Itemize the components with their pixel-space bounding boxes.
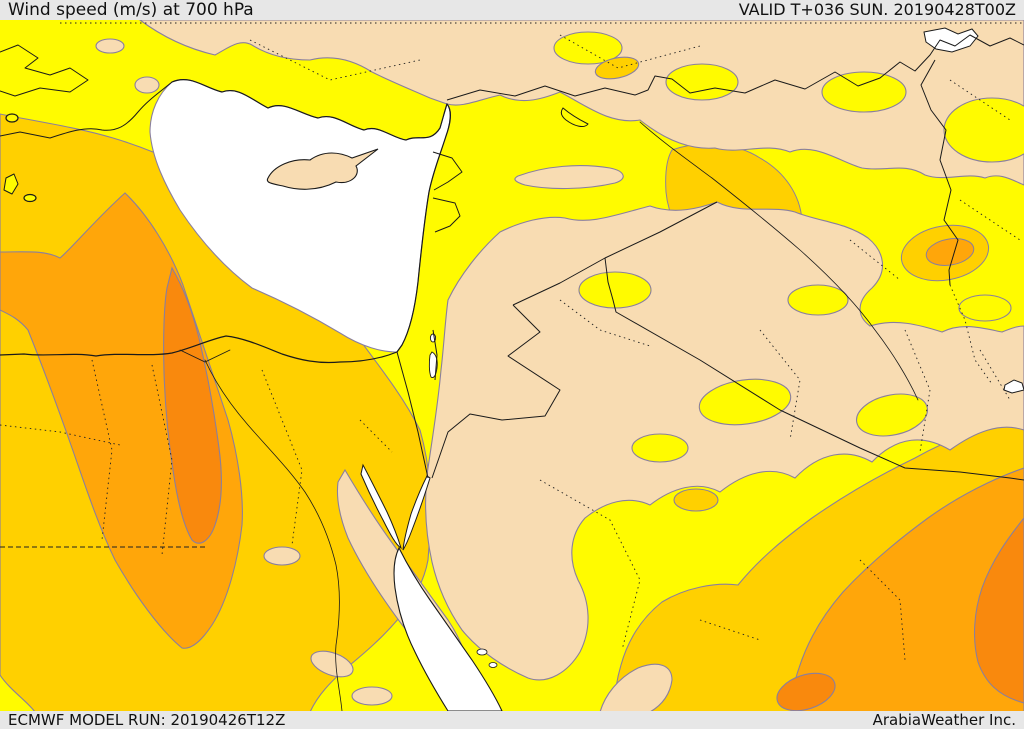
- dark-orange-core-left: [163, 266, 222, 544]
- admin-jordan-1: [359, 299, 651, 453]
- border-jordan-iraq-saudi: [604, 257, 1024, 481]
- footer-band: ECMWF MODEL RUN: 20190426T12Z ArabiaWeat…: [0, 711, 1024, 729]
- admin-iran-1: [949, 79, 1021, 241]
- aegean-island-3: [23, 193, 37, 203]
- border-turkey-syria-iraq: [446, 34, 1024, 101]
- lake-van-white: [923, 27, 979, 53]
- admin-boundaries-dotted: [0, 22, 1024, 661]
- gulf-of-aqaba-white: [402, 475, 431, 551]
- coastlines: [0, 44, 589, 364]
- admin-bottom-right: [699, 559, 906, 661]
- aegean-coast: [0, 44, 89, 97]
- wheat-band-turkey: [138, 19, 1024, 186]
- egypt-north-coast: [0, 335, 398, 364]
- yellow-hole-central-2: [698, 378, 792, 426]
- admin-egypt-1: [91, 359, 113, 541]
- border-israel-syria-jordan: [432, 197, 461, 381]
- border-egypt-israel: [396, 351, 429, 479]
- wheat-patch-coast-1: [263, 546, 301, 566]
- dark-orange-band-right-edge: [974, 517, 1024, 704]
- wheat-patch-coast-3: [351, 686, 393, 706]
- yellow-hole-turkey-4: [943, 97, 1024, 163]
- red-sea-island-2: [488, 662, 498, 668]
- nile-river: [179, 349, 343, 712]
- yellow-hole-central-6: [958, 294, 1012, 322]
- valid-time-label: VALID T+036 SUN. 20190428T00Z: [738, 0, 1016, 19]
- left-high-wind-system: [0, 113, 431, 713]
- lake-assad: [560, 107, 589, 128]
- country-borders: [396, 34, 1024, 481]
- admin-saudi-2: [759, 239, 901, 441]
- dark-orange-blob-bottom: [776, 672, 836, 712]
- wheat-region-central: [425, 201, 1024, 681]
- yellow-hole-central-1: [578, 271, 652, 309]
- orange-blob-right: [925, 238, 975, 266]
- border-jordan-saudi-zigzag: [431, 304, 561, 479]
- map-title: Wind speed (m/s) at 700 hPa: [8, 0, 254, 20]
- euphrates-river: [639, 121, 919, 401]
- yellow-hole-turkey-3: [821, 71, 907, 113]
- admin-egypt-2: [151, 364, 173, 556]
- admin-egypt-4: [0, 424, 121, 446]
- aegean-island-2: [3, 173, 19, 195]
- border-iran-zigzag: [920, 59, 959, 286]
- model-run-label: ECMWF MODEL RUN: 20190426T12Z: [8, 711, 286, 729]
- admin-saudi-1: [539, 479, 641, 651]
- sw-turkey-coast: [0, 81, 173, 139]
- levant-coast: [396, 103, 451, 353]
- white-low-wind-and-seas: [149, 27, 1024, 712]
- border-lebanon-syria: [432, 151, 463, 191]
- header-band: Wind speed (m/s) at 700 hPa VALID T+036 …: [0, 0, 1024, 20]
- yellow-hole-central-3: [787, 284, 849, 316]
- bottom-right-high-wind-system: [614, 417, 1024, 713]
- gold-blob-small-center: [673, 488, 719, 512]
- gold-oval-in-hole: [594, 56, 640, 80]
- wheat-lens-north-syria: [514, 165, 624, 190]
- wheat-corner-bottom-center: [599, 663, 673, 713]
- yellow-hole-turkey-2: [665, 63, 739, 101]
- yellow-hole-central-5: [631, 433, 689, 463]
- cyprus-island: [266, 148, 379, 190]
- turkey-south-coast: [171, 79, 448, 141]
- rivers: [179, 121, 919, 712]
- wheat-oval-lakes-2: [134, 76, 160, 94]
- yellow-hole-central-4: [855, 393, 929, 437]
- aegean-island-1: [5, 113, 19, 123]
- red-sea-island-1: [476, 648, 488, 656]
- admin-turkey-1: [249, 39, 421, 81]
- persian-gulf-white: [1003, 379, 1024, 394]
- admin-egypt-3: [261, 369, 303, 546]
- gulf-of-suez-white: [360, 463, 402, 550]
- admin-saudi-3: [904, 329, 1011, 453]
- wheat-oval-lakes-1: [95, 38, 125, 54]
- brand-label: ArabiaWeather Inc.: [872, 711, 1016, 729]
- yellow-hole-turkey-1: [553, 31, 623, 65]
